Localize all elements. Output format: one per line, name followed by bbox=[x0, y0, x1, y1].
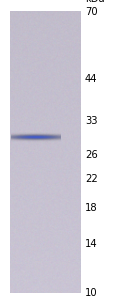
Text: 26: 26 bbox=[85, 150, 98, 160]
Text: kDa: kDa bbox=[85, 0, 104, 4]
Text: 33: 33 bbox=[85, 116, 97, 126]
Text: 18: 18 bbox=[85, 203, 97, 213]
Text: 14: 14 bbox=[85, 239, 97, 249]
Text: 22: 22 bbox=[85, 174, 98, 184]
Text: 10: 10 bbox=[85, 288, 97, 298]
Text: 44: 44 bbox=[85, 74, 97, 84]
Text: 70: 70 bbox=[85, 7, 97, 17]
